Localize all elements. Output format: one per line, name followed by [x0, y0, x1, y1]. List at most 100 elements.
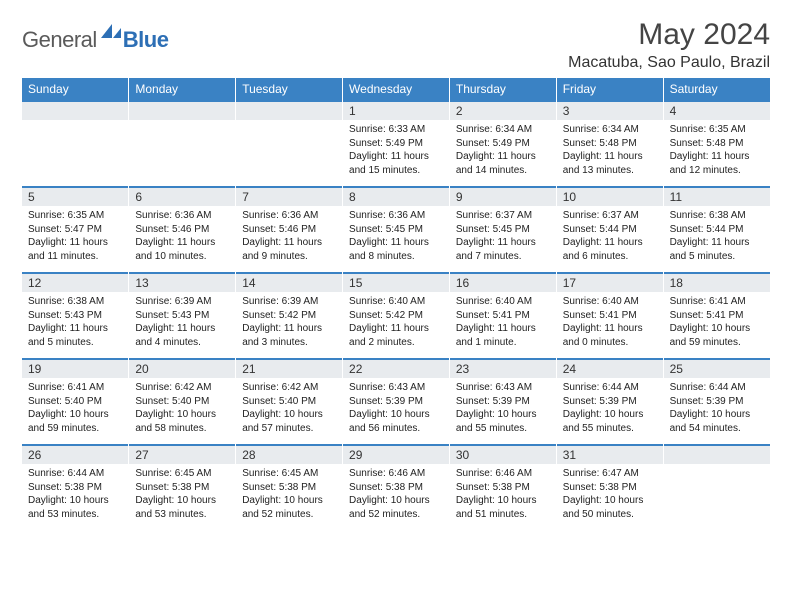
calendar-cell: 19Sunrise: 6:41 AMSunset: 5:40 PMDayligh…	[22, 358, 129, 444]
calendar-cell	[129, 100, 236, 186]
day-number: 7	[236, 186, 342, 206]
daylight-text: Daylight: 11 hours and 0 minutes.	[563, 322, 657, 349]
day-content: Sunrise: 6:37 AMSunset: 5:44 PMDaylight:…	[557, 206, 663, 269]
day-number: 8	[343, 186, 449, 206]
location: Macatuba, Sao Paulo, Brazil	[568, 54, 770, 72]
sunrise-text: Sunrise: 6:44 AM	[28, 467, 122, 481]
day-content: Sunrise: 6:45 AMSunset: 5:38 PMDaylight:…	[129, 464, 235, 527]
day-header: Monday	[129, 78, 236, 100]
day-content: Sunrise: 6:34 AMSunset: 5:49 PMDaylight:…	[450, 120, 556, 183]
calendar-cell	[663, 444, 770, 530]
day-number: 26	[22, 444, 128, 464]
calendar-cell: 7Sunrise: 6:36 AMSunset: 5:46 PMDaylight…	[236, 186, 343, 272]
sunrise-text: Sunrise: 6:37 AM	[563, 209, 657, 223]
sunrise-text: Sunrise: 6:44 AM	[563, 381, 657, 395]
title-block: May 2024 Macatuba, Sao Paulo, Brazil	[568, 18, 770, 72]
daylight-text: Daylight: 10 hours and 54 minutes.	[670, 408, 764, 435]
sunrise-text: Sunrise: 6:42 AM	[135, 381, 229, 395]
sunrise-text: Sunrise: 6:36 AM	[349, 209, 443, 223]
day-header: Tuesday	[236, 78, 343, 100]
sunset-text: Sunset: 5:46 PM	[135, 223, 229, 237]
day-number: 12	[22, 272, 128, 292]
day-number: 13	[129, 272, 235, 292]
day-header: Sunday	[22, 78, 129, 100]
daylight-text: Daylight: 10 hours and 57 minutes.	[242, 408, 336, 435]
calendar-cell	[22, 100, 129, 186]
calendar-cell: 27Sunrise: 6:45 AMSunset: 5:38 PMDayligh…	[129, 444, 236, 530]
calendar-week-row: 26Sunrise: 6:44 AMSunset: 5:38 PMDayligh…	[22, 444, 770, 530]
day-number: 21	[236, 358, 342, 378]
sunrise-text: Sunrise: 6:46 AM	[456, 467, 550, 481]
calendar-cell: 17Sunrise: 6:40 AMSunset: 5:41 PMDayligh…	[556, 272, 663, 358]
day-number: 25	[664, 358, 770, 378]
page-header: General Blue May 2024 Macatuba, Sao Paul…	[22, 18, 770, 72]
daylight-text: Daylight: 11 hours and 4 minutes.	[135, 322, 229, 349]
day-number: 22	[343, 358, 449, 378]
daylight-text: Daylight: 11 hours and 14 minutes.	[456, 150, 550, 177]
daylight-text: Daylight: 11 hours and 5 minutes.	[670, 236, 764, 263]
sunrise-text: Sunrise: 6:34 AM	[456, 123, 550, 137]
sunset-text: Sunset: 5:47 PM	[28, 223, 122, 237]
calendar-cell: 21Sunrise: 6:42 AMSunset: 5:40 PMDayligh…	[236, 358, 343, 444]
calendar-cell: 30Sunrise: 6:46 AMSunset: 5:38 PMDayligh…	[449, 444, 556, 530]
day-number: 20	[129, 358, 235, 378]
sunset-text: Sunset: 5:38 PM	[135, 481, 229, 495]
calendar-cell: 2Sunrise: 6:34 AMSunset: 5:49 PMDaylight…	[449, 100, 556, 186]
sunrise-text: Sunrise: 6:38 AM	[670, 209, 764, 223]
sunset-text: Sunset: 5:38 PM	[28, 481, 122, 495]
daylight-text: Daylight: 11 hours and 7 minutes.	[456, 236, 550, 263]
sunrise-text: Sunrise: 6:34 AM	[563, 123, 657, 137]
calendar-cell: 11Sunrise: 6:38 AMSunset: 5:44 PMDayligh…	[663, 186, 770, 272]
day-number: 15	[343, 272, 449, 292]
daylight-text: Daylight: 11 hours and 12 minutes.	[670, 150, 764, 177]
day-content: Sunrise: 6:43 AMSunset: 5:39 PMDaylight:…	[450, 378, 556, 441]
day-content: Sunrise: 6:42 AMSunset: 5:40 PMDaylight:…	[236, 378, 342, 441]
sunset-text: Sunset: 5:41 PM	[563, 309, 657, 323]
calendar-cell: 24Sunrise: 6:44 AMSunset: 5:39 PMDayligh…	[556, 358, 663, 444]
day-content: Sunrise: 6:36 AMSunset: 5:45 PMDaylight:…	[343, 206, 449, 269]
sunset-text: Sunset: 5:43 PM	[28, 309, 122, 323]
day-content: Sunrise: 6:44 AMSunset: 5:39 PMDaylight:…	[664, 378, 770, 441]
sunset-text: Sunset: 5:39 PM	[670, 395, 764, 409]
day-content: Sunrise: 6:33 AMSunset: 5:49 PMDaylight:…	[343, 120, 449, 183]
calendar-cell: 18Sunrise: 6:41 AMSunset: 5:41 PMDayligh…	[663, 272, 770, 358]
day-content: Sunrise: 6:35 AMSunset: 5:47 PMDaylight:…	[22, 206, 128, 269]
calendar-cell: 26 Sunrise: 6:44 AMSunset: 5:38 PMDayligh…	[22, 444, 129, 530]
sunrise-text: Sunrise: 6:44 AM	[670, 381, 764, 395]
calendar-cell: 28Sunrise: 6:45 AMSunset: 5:38 PMDayligh…	[236, 444, 343, 530]
sunset-text: Sunset: 5:48 PM	[670, 137, 764, 151]
daylight-text: Daylight: 10 hours and 53 minutes.	[28, 494, 122, 521]
sunrise-text: Sunrise: 6:41 AM	[28, 381, 122, 395]
day-content: Sunrise: 6:46 AMSunset: 5:38 PMDaylight:…	[343, 464, 449, 527]
calendar-cell: 15Sunrise: 6:40 AMSunset: 5:42 PMDayligh…	[343, 272, 450, 358]
sunset-text: Sunset: 5:40 PM	[242, 395, 336, 409]
day-number: 4	[664, 100, 770, 120]
day-number: 16	[450, 272, 556, 292]
day-content: Sunrise: 6:47 AMSunset: 5:38 PMDaylight:…	[557, 464, 663, 527]
daylight-text: Daylight: 11 hours and 8 minutes.	[349, 236, 443, 263]
daylight-text: Daylight: 11 hours and 6 minutes.	[563, 236, 657, 263]
daylight-text: Daylight: 10 hours and 55 minutes.	[456, 408, 550, 435]
calendar-cell: 13Sunrise: 6:39 AMSunset: 5:43 PMDayligh…	[129, 272, 236, 358]
day-number: 11	[664, 186, 770, 206]
day-number: 2	[450, 100, 556, 120]
daylight-text: Daylight: 11 hours and 5 minutes.	[28, 322, 122, 349]
logo-text-blue: Blue	[123, 27, 169, 53]
calendar-table: Sunday Monday Tuesday Wednesday Thursday…	[22, 78, 770, 530]
day-number: 9	[450, 186, 556, 206]
day-content: Sunrise: 6:42 AMSunset: 5:40 PMDaylight:…	[129, 378, 235, 441]
calendar-cell	[236, 100, 343, 186]
sunrise-text: Sunrise: 6:45 AM	[135, 467, 229, 481]
day-number: 18	[664, 272, 770, 292]
sunrise-text: Sunrise: 6:40 AM	[349, 295, 443, 309]
calendar-cell: 16Sunrise: 6:40 AMSunset: 5:41 PMDayligh…	[449, 272, 556, 358]
calendar-cell: 4Sunrise: 6:35 AMSunset: 5:48 PMDaylight…	[663, 100, 770, 186]
daylight-text: Daylight: 11 hours and 15 minutes.	[349, 150, 443, 177]
day-content: Sunrise: 6:38 AMSunset: 5:43 PMDaylight:…	[22, 292, 128, 355]
day-content: Sunrise: 6:39 AMSunset: 5:42 PMDaylight:…	[236, 292, 342, 355]
day-number: 31	[557, 444, 663, 464]
daylight-text: Daylight: 10 hours and 51 minutes.	[456, 494, 550, 521]
day-number: 23	[450, 358, 556, 378]
sunset-text: Sunset: 5:45 PM	[349, 223, 443, 237]
day-content: Sunrise: 6:36 AMSunset: 5:46 PMDaylight:…	[129, 206, 235, 269]
